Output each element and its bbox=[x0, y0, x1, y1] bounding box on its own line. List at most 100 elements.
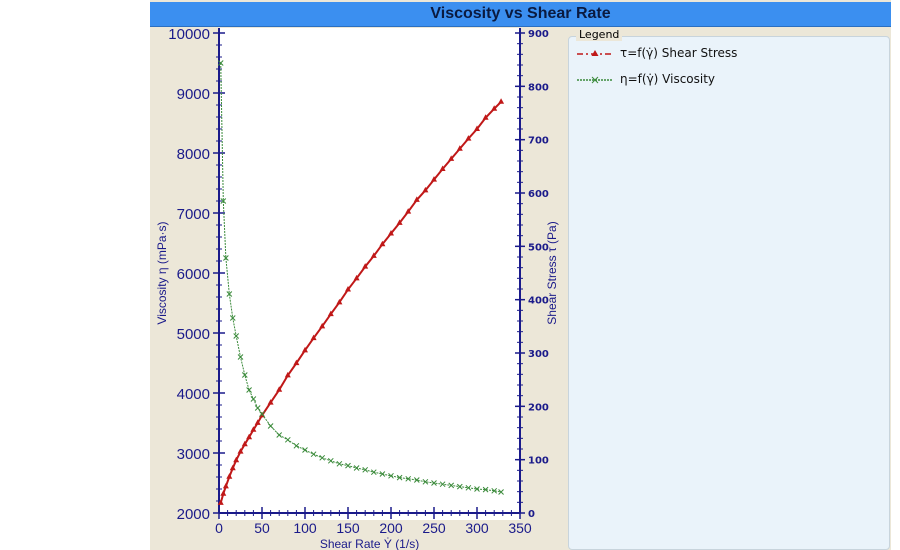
data-point-viscosity bbox=[405, 475, 412, 482]
data-point-viscosity bbox=[327, 457, 334, 464]
data-point-shear-stress bbox=[336, 298, 343, 305]
data-point-shear-stress bbox=[439, 165, 446, 171]
data-point-shear-stress bbox=[431, 176, 437, 182]
data-point-shear-stress bbox=[413, 196, 420, 202]
data-point-viscosity bbox=[220, 198, 227, 204]
data-point-shear-stress bbox=[293, 359, 300, 366]
y-left-tick-label: 4000 bbox=[177, 386, 210, 403]
data-point-shear-stress bbox=[474, 125, 480, 131]
legend-panel bbox=[568, 36, 890, 550]
legend-title: Legend bbox=[576, 28, 623, 41]
data-point-viscosity bbox=[345, 462, 351, 469]
data-point-shear-stress bbox=[482, 114, 489, 120]
data-point-viscosity bbox=[456, 483, 463, 490]
x-tick-label: 350 bbox=[508, 520, 532, 536]
data-point-viscosity bbox=[491, 487, 498, 494]
data-point-viscosity bbox=[237, 354, 244, 360]
data-point-shear-stress bbox=[250, 426, 257, 432]
data-point-shear-stress bbox=[396, 219, 403, 225]
data-point-viscosity bbox=[302, 447, 308, 453]
data-point-viscosity bbox=[276, 432, 283, 438]
legend-label-shear-stress: τ=f(γ̇) Shear Stress bbox=[620, 46, 738, 60]
data-point-shear-stress bbox=[229, 464, 236, 471]
data-point-shear-stress bbox=[465, 135, 472, 141]
data-point-viscosity bbox=[259, 411, 265, 417]
data-point-shear-stress bbox=[276, 386, 283, 392]
y-left-tick-label: 3000 bbox=[177, 446, 210, 463]
data-point-viscosity bbox=[293, 442, 300, 449]
data-point-viscosity bbox=[246, 387, 252, 393]
data-point-viscosity bbox=[498, 489, 504, 495]
data-point-viscosity bbox=[229, 315, 236, 321]
y-right-tick-label: 100 bbox=[528, 456, 549, 467]
y-left-tick-label: 7000 bbox=[177, 206, 210, 223]
data-point-shear-stress bbox=[370, 252, 377, 258]
data-point-viscosity bbox=[396, 474, 403, 481]
data-point-viscosity bbox=[431, 480, 437, 486]
y-axis-left-label: Viscosity η (mPa·s) bbox=[155, 221, 169, 324]
y-left-tick-label: 2000 bbox=[177, 506, 210, 523]
legend-marker-x bbox=[591, 76, 599, 84]
y-left-tick-label: 6000 bbox=[177, 266, 210, 283]
data-point-viscosity bbox=[439, 481, 446, 488]
data-point-viscosity bbox=[482, 486, 489, 493]
y-right-tick-label: 500 bbox=[528, 242, 549, 253]
data-point-viscosity bbox=[319, 454, 326, 461]
data-point-shear-stress bbox=[254, 419, 261, 425]
data-point-shear-stress bbox=[220, 490, 227, 496]
data-point-viscosity bbox=[233, 333, 240, 339]
legend-label-viscosity: η=f(γ̇) Viscosity bbox=[620, 72, 716, 86]
data-point-shear-stress bbox=[267, 399, 274, 405]
data-point-shear-stress bbox=[353, 274, 360, 281]
y-right-tick-label: 600 bbox=[528, 189, 549, 200]
data-point-viscosity bbox=[474, 486, 480, 492]
data-point-shear-stress bbox=[237, 448, 244, 454]
data-point-viscosity bbox=[413, 477, 420, 483]
data-point-viscosity bbox=[370, 469, 377, 476]
data-point-viscosity bbox=[422, 478, 429, 485]
data-point-shear-stress bbox=[345, 286, 351, 292]
data-point-shear-stress bbox=[241, 440, 248, 447]
data-point-viscosity bbox=[241, 372, 248, 378]
data-point-shear-stress bbox=[310, 334, 317, 341]
data-point-shear-stress bbox=[456, 145, 463, 151]
data-point-viscosity bbox=[217, 60, 224, 66]
data-point-shear-stress bbox=[388, 230, 394, 236]
data-point-shear-stress bbox=[302, 346, 308, 353]
data-point-viscosity bbox=[448, 482, 455, 489]
series-line-viscosity bbox=[220, 62, 502, 493]
y-left-tick-label: 8000 bbox=[177, 146, 210, 163]
data-point-shear-stress bbox=[422, 186, 429, 193]
x-tick-label: 0 bbox=[215, 520, 223, 536]
data-point-shear-stress bbox=[362, 263, 369, 269]
y-right-tick-label: 800 bbox=[528, 82, 549, 93]
data-point-shear-stress bbox=[246, 433, 253, 440]
y-axis-right-label: Shear Stress τ (Pa) bbox=[545, 221, 559, 324]
data-point-viscosity bbox=[353, 465, 360, 471]
y-right-tick-label: 900 bbox=[528, 29, 549, 40]
legend-marker-triangle bbox=[591, 50, 599, 56]
data-point-viscosity bbox=[388, 472, 394, 479]
data-point-shear-stress bbox=[217, 499, 224, 505]
y-right-tick-label: 700 bbox=[528, 136, 549, 147]
data-point-shear-stress bbox=[405, 208, 412, 214]
data-point-shear-stress bbox=[448, 155, 455, 161]
data-point-shear-stress bbox=[327, 310, 334, 317]
data-point-viscosity bbox=[250, 396, 257, 402]
y-right-tick-label: 200 bbox=[528, 402, 549, 413]
data-point-shear-stress bbox=[498, 98, 505, 104]
data-point-viscosity bbox=[223, 255, 229, 261]
data-point-shear-stress bbox=[491, 105, 498, 111]
data-point-viscosity bbox=[379, 471, 386, 477]
data-point-shear-stress bbox=[233, 456, 240, 463]
x-tick-label: 300 bbox=[465, 520, 489, 536]
data-point-viscosity bbox=[310, 451, 317, 458]
data-point-viscosity bbox=[254, 405, 261, 411]
chart-title: Viscosity vs Shear Rate bbox=[150, 2, 891, 27]
data-point-shear-stress bbox=[379, 240, 386, 247]
data-point-viscosity bbox=[226, 291, 233, 297]
data-point-shear-stress bbox=[284, 371, 291, 378]
x-tick-label: 50 bbox=[254, 520, 270, 536]
plot-area bbox=[219, 28, 520, 520]
